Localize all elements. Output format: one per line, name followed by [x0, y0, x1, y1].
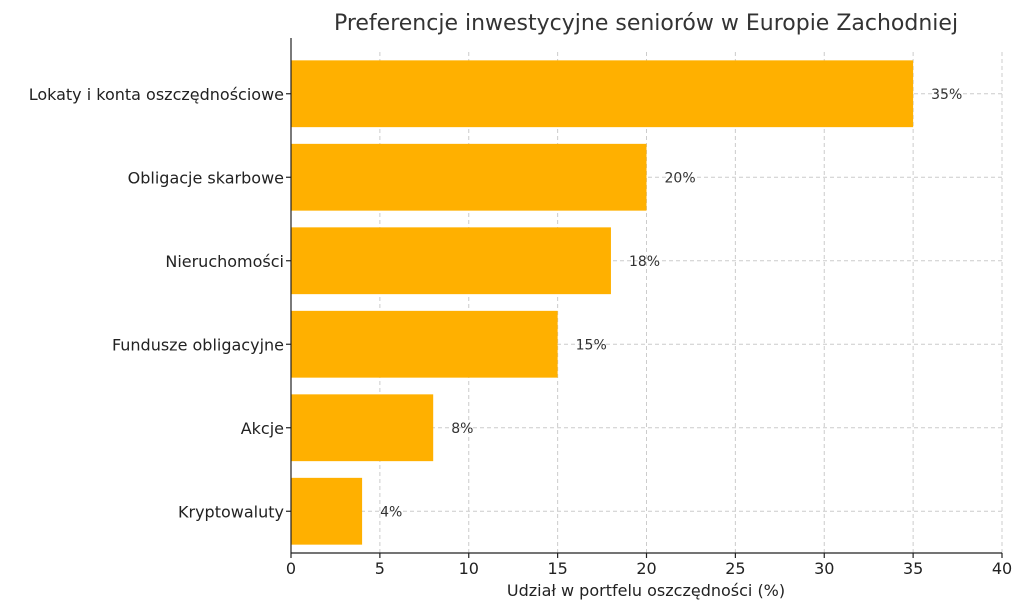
bar-data-label: 4% — [380, 504, 402, 520]
bar-data-label: 15% — [576, 337, 607, 353]
bar-data-label: 8% — [451, 421, 473, 437]
x-tick-label: 40 — [992, 559, 1012, 578]
x-tick-label: 30 — [814, 559, 834, 578]
bar-layer — [291, 60, 914, 545]
x-tick-label: 5 — [375, 559, 385, 578]
bar-data-label: 20% — [665, 170, 696, 186]
bar-data-label: 18% — [629, 254, 660, 270]
bar-data-label: 35% — [931, 87, 962, 103]
bar — [291, 227, 611, 295]
label-layer: 35% 20% 18% 15% 8% 4% — [380, 87, 962, 521]
x-tick-label: 35 — [903, 559, 923, 578]
x-tick-label: 10 — [459, 559, 479, 578]
category-label: Obligacje skarbowe — [128, 168, 284, 187]
category-label: Lokaty i konta oszczędnościowe — [29, 85, 284, 104]
bar — [291, 394, 434, 462]
x-axis-label: Udział w portfelu oszczędności (%) — [507, 581, 785, 600]
bar — [291, 60, 914, 128]
bar — [291, 477, 363, 545]
category-label: Fundusze obligacyjne — [112, 335, 284, 354]
x-tick-label: 15 — [547, 559, 567, 578]
bar — [291, 143, 647, 211]
category-label: Nieruchomości — [165, 252, 284, 271]
x-tick-label: 20 — [636, 559, 656, 578]
category-label: Kryptowaluty — [178, 502, 284, 521]
x-tick-label: 0 — [286, 559, 296, 578]
x-tick-label: 25 — [725, 559, 745, 578]
bar — [291, 310, 558, 378]
axis-layer: Lokaty i konta oszczędnościowe Obligacje … — [29, 38, 1012, 578]
chart-title: Preferencje inwestycyjne seniorów w Euro… — [334, 11, 958, 36]
category-label: Akcje — [241, 419, 284, 438]
